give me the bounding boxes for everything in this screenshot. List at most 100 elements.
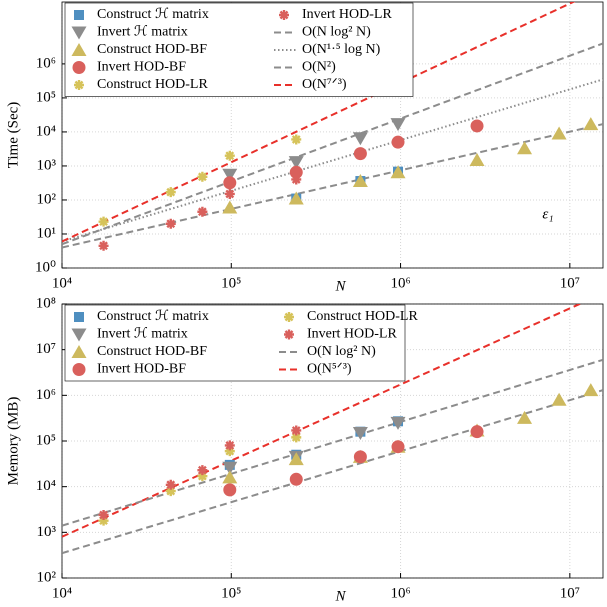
marker-triangle-down: [222, 168, 238, 182]
y-tick-label: 10³: [37, 524, 57, 540]
legend-label: Construct HOD-LR: [97, 77, 208, 92]
marker-triangle-up: [551, 392, 567, 406]
marker-triangle-down: [390, 416, 406, 430]
legend-label: Construct ℋ matrix: [97, 7, 209, 22]
legend-label: Construct HOD-BF: [97, 344, 207, 359]
legend-label: Construct HOD-BF: [97, 42, 207, 57]
y-tick-label: 10⁵: [36, 432, 56, 448]
marker-triangle-up: [390, 165, 406, 179]
marker-triangle-down: [352, 426, 368, 440]
reference-line: [62, 42, 603, 246]
marker-asterisk: [197, 465, 208, 476]
y-tick-label: 10⁰: [35, 259, 56, 275]
y-tick-label: 10⁴: [36, 478, 56, 494]
marker-triangle-up: [517, 141, 533, 155]
legend-symbol: [74, 80, 84, 90]
legend-symbol: [279, 10, 289, 20]
legend-label: O(N log² N): [307, 344, 376, 359]
legend-symbol: [74, 312, 84, 322]
marker-asterisk: [98, 240, 109, 251]
reference-line: [62, 389, 603, 555]
x-tick-label: 10⁵: [221, 275, 241, 291]
marker-circle: [391, 135, 405, 149]
marker-triangle-down: [222, 461, 238, 475]
reference-line: [62, 358, 603, 527]
marker-asterisk: [291, 432, 302, 443]
legend-symbol: [71, 26, 87, 40]
legend-symbol: [72, 61, 86, 74]
y-axis-title: Time (Sec): [5, 102, 21, 169]
legend-label: Invert HOD-BF: [97, 362, 186, 377]
y-tick-label: 10⁵: [36, 89, 56, 105]
marker-triangle-up: [288, 452, 304, 466]
plot-content: [62, 2, 603, 251]
x-tick-label: 10⁵: [221, 585, 241, 601]
marker-asterisk: [165, 218, 176, 229]
y-tick-label: 10²: [37, 569, 57, 585]
marker-asterisk: [291, 174, 302, 185]
marker-asterisk: [197, 171, 208, 182]
legend-symbol: [74, 10, 84, 20]
marker-triangle-up: [583, 383, 599, 397]
marker-triangle-up: [288, 191, 304, 205]
marker-asterisk: [291, 425, 302, 436]
legend-label: Invert HOD-BF: [97, 60, 186, 75]
marker-asterisk: [291, 134, 302, 145]
legend-label: O(N⁵ᐟ³): [307, 362, 352, 377]
plot-frame: [61, 1, 604, 269]
marker-triangle-up: [583, 117, 599, 131]
reference-line: [62, 2, 576, 243]
marker-circle: [289, 472, 303, 486]
marker-asterisk: [98, 515, 109, 526]
x-tick-label: 10⁴: [52, 585, 72, 601]
y-tick-label: 10³: [37, 157, 57, 173]
plot-content: [62, 304, 603, 555]
legend-symbol: [71, 345, 87, 358]
x-tick-label: 10⁷: [560, 275, 580, 291]
legend-symbol: [71, 43, 87, 56]
marker-triangle-down: [390, 118, 406, 132]
marker-circle: [353, 147, 367, 161]
legend-box: [64, 304, 406, 382]
marker-triangle-up: [469, 152, 485, 166]
y-tick-label: 10²: [37, 191, 57, 207]
marker-circle: [353, 450, 367, 464]
marker-asterisk: [224, 188, 235, 199]
legend-label: Invert ℋ matrix: [97, 327, 188, 342]
marker-asterisk: [165, 479, 176, 490]
annotation: ε₁: [542, 206, 553, 222]
x-tick-label: 10⁴: [52, 275, 72, 291]
legend-label: Invert HOD-LR: [307, 327, 397, 342]
legend-symbol: [71, 328, 87, 342]
marker-circle: [223, 483, 237, 497]
marker-asterisk: [197, 206, 208, 217]
marker-circle: [223, 176, 237, 190]
legend-label: Invert ℋ matrix: [97, 25, 188, 40]
x-tick-label: 10⁶: [390, 585, 410, 601]
marker-triangle-up: [222, 470, 238, 484]
marker-circle: [470, 425, 484, 439]
legend-label: Construct HOD-LR: [307, 309, 418, 324]
x-axis-title: N: [334, 278, 346, 294]
marker-circle: [391, 440, 405, 454]
plot-frame: [61, 303, 604, 579]
marker-asterisk: [165, 187, 176, 198]
marker-asterisk: [165, 486, 176, 497]
x-tick-label: 10⁶: [390, 275, 410, 291]
y-tick-label: 10⁴: [36, 123, 56, 139]
y-tick-label: 10¹: [37, 225, 57, 241]
legend-label: O(N²): [302, 60, 336, 75]
marker-asterisk: [224, 440, 235, 451]
marker-triangle-up: [352, 174, 368, 188]
marker-triangle-down: [352, 132, 368, 146]
legend-symbol: [72, 363, 86, 376]
marker-asterisk: [98, 216, 109, 227]
legend-label: Invert HOD-LR: [302, 7, 392, 22]
marker-circle: [289, 165, 303, 179]
marker-circle: [470, 119, 484, 133]
legend-label: O(N¹·⁵ log N): [302, 42, 381, 57]
marker-triangle-up: [222, 200, 238, 214]
marker-asterisk: [197, 471, 208, 482]
x-axis-title: N: [334, 588, 346, 604]
